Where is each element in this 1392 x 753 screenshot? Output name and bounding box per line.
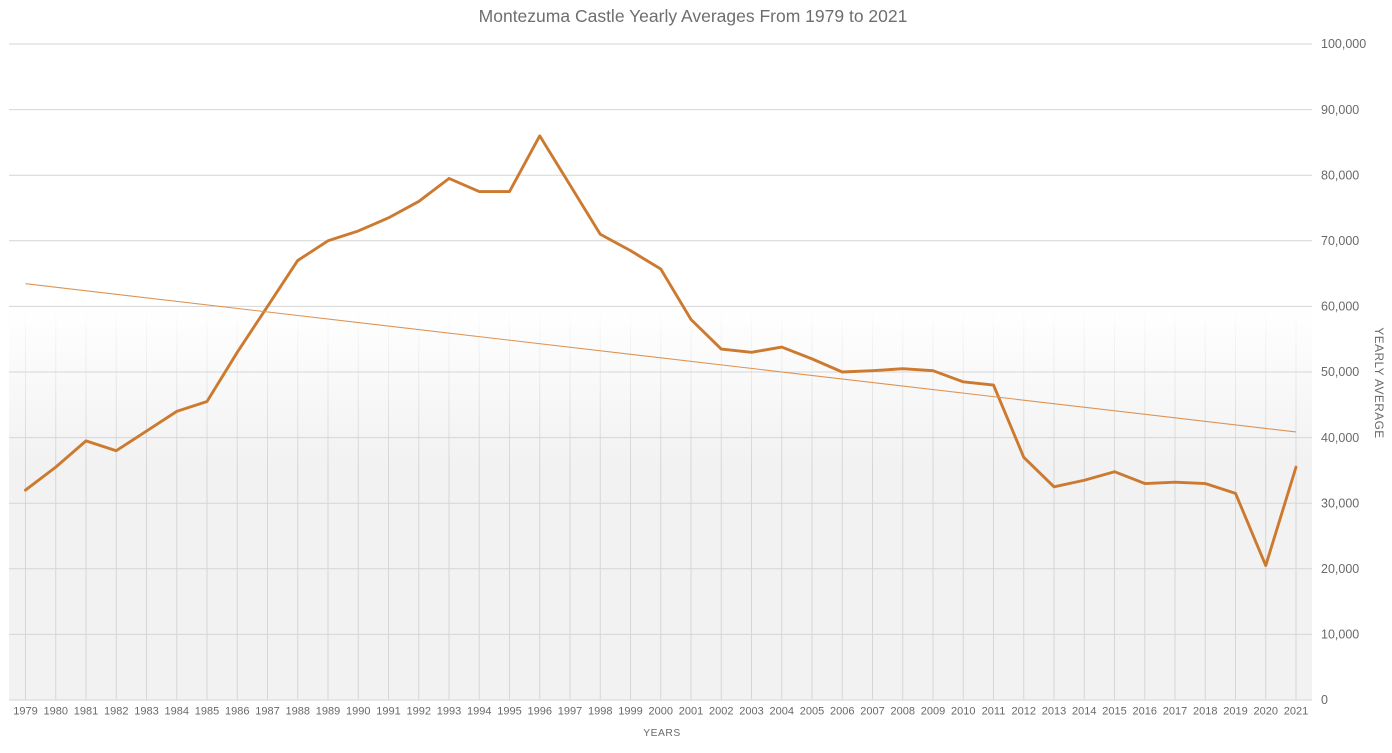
svg-text:1997: 1997 bbox=[558, 706, 582, 718]
svg-text:2014: 2014 bbox=[1072, 706, 1096, 718]
svg-text:20,000: 20,000 bbox=[1321, 562, 1359, 576]
svg-text:1993: 1993 bbox=[437, 706, 461, 718]
svg-text:2015: 2015 bbox=[1102, 706, 1126, 718]
svg-text:1988: 1988 bbox=[286, 706, 310, 718]
svg-text:1981: 1981 bbox=[74, 706, 98, 718]
svg-text:2018: 2018 bbox=[1193, 706, 1217, 718]
svg-text:50,000: 50,000 bbox=[1321, 365, 1359, 379]
svg-text:1996: 1996 bbox=[528, 706, 552, 718]
svg-text:2017: 2017 bbox=[1163, 706, 1187, 718]
svg-text:2005: 2005 bbox=[800, 706, 824, 718]
svg-text:2011: 2011 bbox=[982, 706, 1006, 718]
svg-text:1980: 1980 bbox=[44, 706, 68, 718]
svg-text:1985: 1985 bbox=[195, 706, 219, 718]
svg-text:2013: 2013 bbox=[1042, 706, 1066, 718]
svg-text:2006: 2006 bbox=[830, 706, 854, 718]
svg-text:1992: 1992 bbox=[407, 706, 431, 718]
svg-text:1994: 1994 bbox=[467, 706, 491, 718]
svg-text:2010: 2010 bbox=[951, 706, 975, 718]
svg-text:2008: 2008 bbox=[891, 706, 915, 718]
svg-text:2000: 2000 bbox=[649, 706, 673, 718]
svg-text:70,000: 70,000 bbox=[1321, 234, 1359, 248]
svg-text:2016: 2016 bbox=[1133, 706, 1157, 718]
svg-text:0: 0 bbox=[1321, 693, 1328, 707]
svg-text:2012: 2012 bbox=[1012, 706, 1036, 718]
svg-text:1991: 1991 bbox=[376, 706, 400, 718]
svg-text:60,000: 60,000 bbox=[1321, 300, 1359, 314]
svg-text:2007: 2007 bbox=[860, 706, 884, 718]
svg-text:2003: 2003 bbox=[739, 706, 763, 718]
svg-text:2021: 2021 bbox=[1284, 706, 1308, 718]
svg-text:1984: 1984 bbox=[165, 706, 189, 718]
svg-text:1998: 1998 bbox=[588, 706, 612, 718]
svg-text:1986: 1986 bbox=[225, 706, 249, 718]
svg-text:30,000: 30,000 bbox=[1321, 496, 1359, 510]
svg-text:1995: 1995 bbox=[497, 706, 521, 718]
svg-text:10,000: 10,000 bbox=[1321, 628, 1359, 642]
svg-text:40,000: 40,000 bbox=[1321, 431, 1359, 445]
svg-text:100,000: 100,000 bbox=[1321, 37, 1366, 51]
svg-text:90,000: 90,000 bbox=[1321, 103, 1359, 117]
svg-text:2004: 2004 bbox=[770, 706, 794, 718]
svg-text:2019: 2019 bbox=[1223, 706, 1247, 718]
svg-text:1982: 1982 bbox=[104, 706, 128, 718]
svg-text:1990: 1990 bbox=[346, 706, 370, 718]
svg-text:1989: 1989 bbox=[316, 706, 340, 718]
svg-text:2020: 2020 bbox=[1254, 706, 1278, 718]
svg-text:1999: 1999 bbox=[618, 706, 642, 718]
svg-text:80,000: 80,000 bbox=[1321, 168, 1359, 182]
svg-text:2009: 2009 bbox=[921, 706, 945, 718]
svg-text:1983: 1983 bbox=[134, 706, 158, 718]
svg-text:1987: 1987 bbox=[255, 706, 279, 718]
svg-text:2001: 2001 bbox=[679, 706, 703, 718]
svg-text:2002: 2002 bbox=[709, 706, 733, 718]
svg-text:1979: 1979 bbox=[13, 706, 37, 718]
